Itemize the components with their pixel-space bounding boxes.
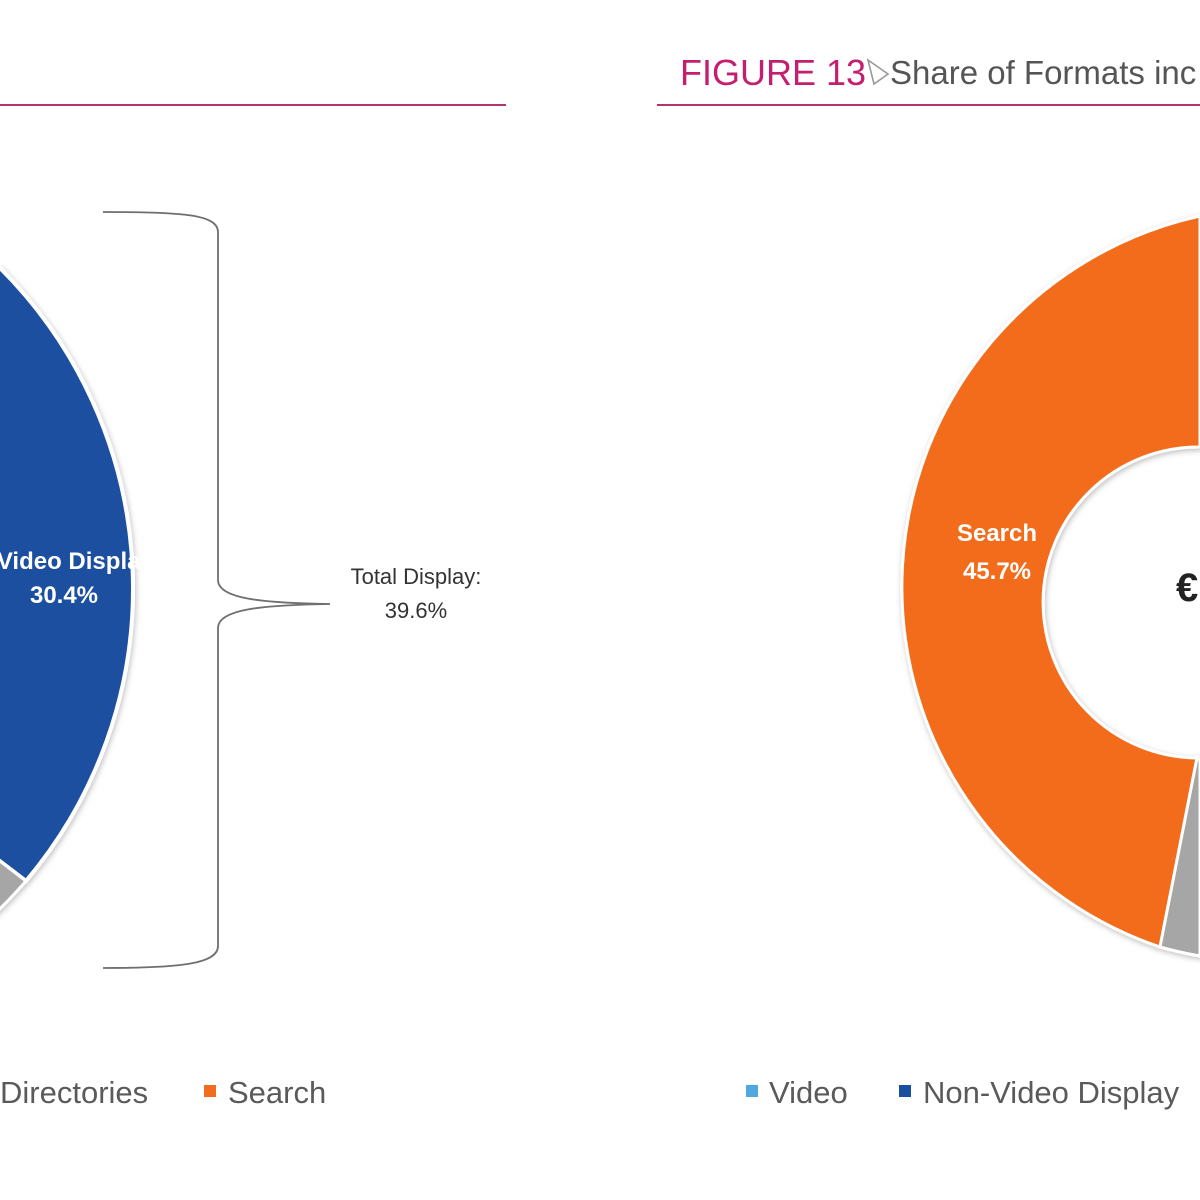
right-donut-chart xyxy=(900,214,1200,958)
slice-value-non-video-display: 30.4% xyxy=(30,582,98,609)
legend-label-non-video-display: Non-Video Display xyxy=(923,1075,1180,1110)
right-legend: Video Non-Video Display xyxy=(746,1075,1180,1110)
pie-slice-directories-gap xyxy=(0,859,29,911)
total-display-label: Total Display: xyxy=(351,564,482,589)
donut-slice-search xyxy=(900,214,1200,949)
left-legend: Directories Search xyxy=(0,1075,326,1110)
legend-swatch-search xyxy=(204,1085,216,1097)
donut-slice-directories xyxy=(1158,755,1200,958)
donut-center-text: € xyxy=(1176,566,1198,610)
left-pie-chart xyxy=(0,265,135,911)
legend-label-search: Search xyxy=(228,1075,326,1110)
legend-swatch-non-video-display xyxy=(899,1085,911,1097)
figure-label: FIGURE 13 xyxy=(680,52,867,93)
legend-label-directories: Directories xyxy=(0,1075,148,1110)
slice-label-search: Search xyxy=(957,520,1037,547)
figure-title: Share of Formats inc xyxy=(890,54,1197,91)
left-header-rule xyxy=(0,104,506,106)
pie-slice-non-video-display xyxy=(0,265,135,884)
legend-swatch-video xyxy=(746,1085,758,1097)
slice-value-search: 45.7% xyxy=(963,558,1031,585)
pointer-arrow-icon xyxy=(866,58,890,86)
slice-label-non-video-display: n-Video Display xyxy=(0,548,154,575)
total-display-value: 39.6% xyxy=(385,598,447,623)
total-display-brace xyxy=(102,211,331,969)
right-header-rule xyxy=(657,104,1200,106)
legend-label-video: Video xyxy=(769,1075,848,1110)
